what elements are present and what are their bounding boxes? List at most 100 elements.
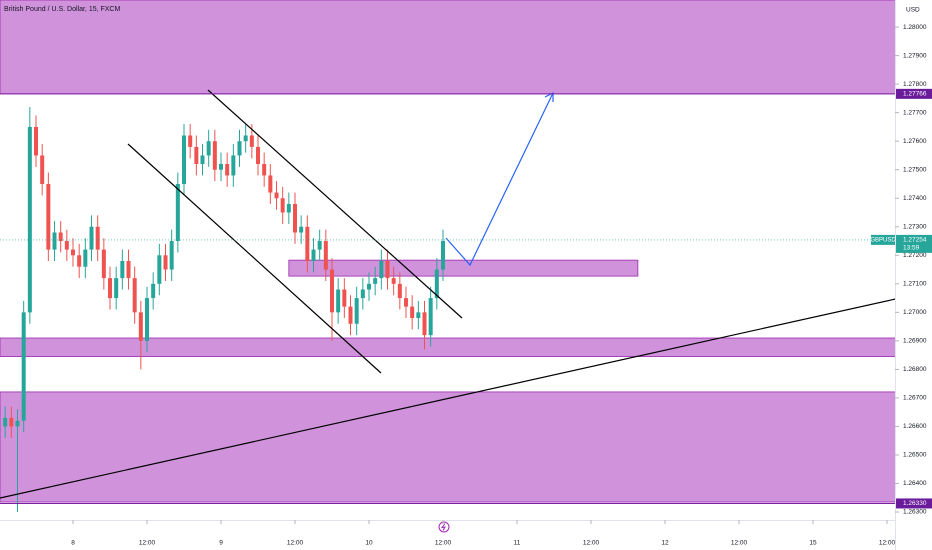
candle-body [305, 226, 310, 261]
x-tick-label: 9 [219, 540, 223, 547]
candle-body [182, 135, 187, 184]
candle-body [367, 283, 372, 290]
candle-body [169, 241, 174, 270]
y-tick-label: 1.27600 [903, 138, 927, 145]
candle-body [89, 226, 94, 250]
x-tick-label: 12:00 [879, 540, 896, 547]
candle-body [360, 289, 365, 299]
y-tick-label: 1.27200 [903, 252, 927, 259]
x-tick-label: 12:00 [731, 540, 748, 547]
candle-body [397, 283, 402, 299]
candle-body [52, 232, 57, 250]
zone [0, 337, 895, 357]
candle-body [262, 164, 267, 176]
x-tick-label: 12:00 [583, 540, 600, 547]
candle-body [249, 135, 254, 147]
zones [0, 0, 895, 503]
candle-body [21, 312, 26, 421]
y-tick-label: 1.28000 [903, 24, 927, 31]
candle-body [422, 312, 427, 336]
candle-body [391, 278, 396, 284]
y-tick-label: 1.26800 [903, 366, 927, 373]
candle-body [77, 255, 82, 267]
candle-body [206, 141, 211, 156]
last-price-label: 1.27254 [903, 237, 927, 244]
y-tick-label: 1.27900 [903, 52, 927, 59]
candle-body [440, 241, 445, 270]
currency-label: USD [906, 7, 920, 14]
candle-body [188, 135, 193, 147]
candle-body [101, 249, 106, 279]
candle-body [157, 255, 162, 284]
countdown-label: 13:59 [903, 245, 920, 252]
replay-icon[interactable] [438, 521, 450, 533]
zone [288, 259, 639, 277]
candle-body [9, 417, 14, 427]
candle-body [280, 198, 285, 213]
candle-body [40, 155, 45, 184]
candle-body [286, 203, 291, 213]
last-price-box [896, 234, 932, 253]
candle-body [243, 135, 248, 142]
candle-body [132, 278, 137, 313]
candle-body [416, 312, 421, 319]
trend-line [0, 298, 895, 499]
y-tick-label: 1.26500 [903, 452, 927, 459]
x-tick-label: 12:00 [139, 540, 156, 547]
candles [3, 106, 445, 513]
candle-body [299, 226, 304, 233]
candle-body [126, 260, 131, 279]
candle-body [3, 417, 8, 427]
y-tick-label: 1.27000 [903, 309, 927, 316]
candle-body [385, 260, 390, 279]
candle-body [373, 278, 378, 284]
candle-body [151, 283, 156, 299]
y-tick-label: 1.26300 [903, 509, 927, 516]
candle-body [34, 126, 39, 156]
y-tick-label: 1.27800 [903, 81, 927, 88]
candle-body [256, 146, 261, 165]
candle-body [379, 260, 384, 279]
chart-title: British Pound / U.S. Dollar, 15, FXCM [4, 6, 120, 13]
candle-body [342, 289, 347, 307]
x-tick-label: 12:00 [435, 540, 452, 547]
candle-body [354, 298, 359, 324]
candle-body [95, 226, 100, 250]
zone [0, 0, 895, 95]
y-tick-label: 1.27100 [903, 281, 927, 288]
y-tick-label: 1.26600 [903, 423, 927, 430]
x-tick-label: 8 [71, 540, 75, 547]
candle-body [410, 306, 415, 319]
candle-body [323, 241, 328, 270]
zone [0, 391, 895, 503]
y-tick-label: 1.27400 [903, 195, 927, 202]
candle-body [114, 278, 119, 299]
candle-body [225, 164, 230, 176]
candle-body [336, 289, 341, 313]
x-tick-label: 15 [809, 540, 817, 547]
x-tick-label: 11 [514, 540, 521, 547]
price-label-box [896, 498, 932, 509]
price-label-box [896, 88, 932, 99]
channel-line [207, 89, 463, 319]
y-tick-label: 1.27700 [903, 109, 927, 116]
candle-body [83, 249, 88, 267]
price-label: 1.26330 [903, 500, 927, 507]
candle-body [428, 298, 433, 336]
candle-body [219, 164, 224, 170]
candle-body [46, 183, 51, 250]
candle-body [200, 155, 205, 165]
symbol-label: GBPUSD [870, 237, 896, 243]
candle-body [175, 183, 180, 242]
price-label: 1.27766 [903, 91, 927, 98]
projection-arrowhead [544, 92, 554, 102]
x-tick-label: 12:00 [287, 540, 304, 547]
drawings [0, 89, 895, 499]
candle-body [138, 312, 143, 341]
candle-body [231, 155, 236, 176]
candle-body [120, 260, 125, 279]
candle-body [212, 141, 217, 170]
y-tick-label: 1.26900 [903, 338, 927, 345]
candle-body [163, 255, 168, 270]
